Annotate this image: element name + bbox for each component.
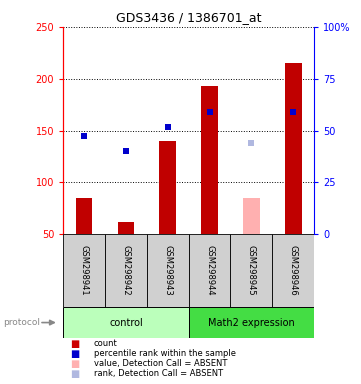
Text: GSM298945: GSM298945 — [247, 245, 256, 296]
Text: control: control — [109, 318, 143, 328]
Bar — [201, 86, 218, 234]
Text: ■: ■ — [70, 359, 80, 369]
Text: count: count — [94, 339, 118, 348]
Text: GSM298941: GSM298941 — [79, 245, 88, 296]
Bar — [243, 198, 260, 234]
Bar — [76, 198, 92, 234]
Text: ■: ■ — [70, 349, 80, 359]
Bar — [118, 222, 134, 234]
Text: GSM298944: GSM298944 — [205, 245, 214, 296]
Bar — [105, 234, 147, 307]
Text: ■: ■ — [70, 369, 80, 379]
Bar — [63, 307, 188, 338]
Bar — [285, 63, 301, 234]
Text: ■: ■ — [70, 339, 80, 349]
Bar — [230, 234, 272, 307]
Bar — [147, 234, 188, 307]
Text: percentile rank within the sample: percentile rank within the sample — [94, 349, 236, 358]
Text: GSM298943: GSM298943 — [163, 245, 172, 296]
Title: GDS3436 / 1386701_at: GDS3436 / 1386701_at — [116, 11, 261, 24]
Text: rank, Detection Call = ABSENT: rank, Detection Call = ABSENT — [94, 369, 223, 378]
Text: GSM298946: GSM298946 — [289, 245, 298, 296]
Text: Math2 expression: Math2 expression — [208, 318, 295, 328]
Bar — [159, 141, 176, 234]
Bar — [63, 234, 105, 307]
Text: GSM298942: GSM298942 — [121, 245, 130, 296]
Bar — [272, 234, 314, 307]
Text: protocol: protocol — [4, 318, 40, 327]
Bar — [188, 307, 314, 338]
Text: value, Detection Call = ABSENT: value, Detection Call = ABSENT — [94, 359, 227, 368]
Bar — [188, 234, 230, 307]
